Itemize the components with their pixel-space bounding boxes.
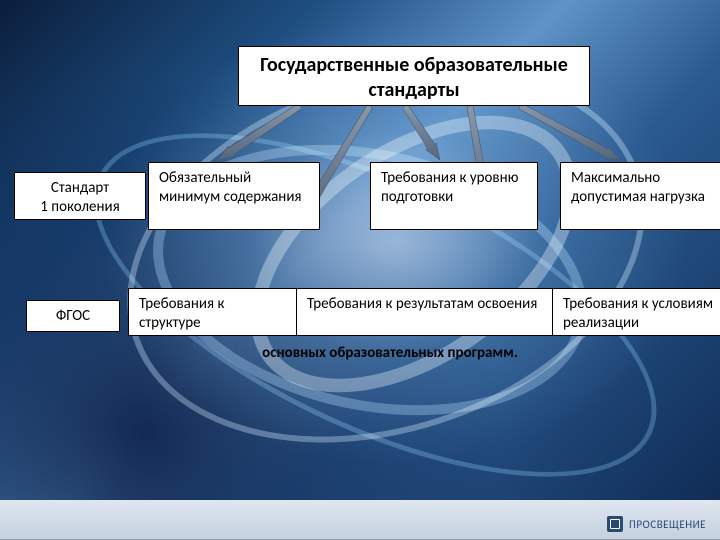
row2-box-0: Требования к структуре: [128, 288, 300, 336]
slide-stage: Государственные образовательные стандарт…: [0, 0, 720, 540]
row1-box-1: Требования к уровню подготовки: [370, 162, 538, 230]
logo-text: ПРОСВЕЩЕНИЕ: [629, 518, 706, 531]
row2-box-1: Требования к результатам освоения: [296, 288, 556, 336]
logo-icon: [607, 516, 623, 532]
row2-box-2: Требования к условиям реализации: [552, 288, 720, 336]
row1-box-2: Максимально допустимая нагрузка: [560, 162, 720, 230]
footer-bar: ПРОСВЕЩЕНИЕ: [0, 500, 720, 540]
row2-label-box: ФГОС: [26, 300, 120, 332]
publisher-logo: ПРОСВЕЩЕНИЕ: [607, 516, 706, 532]
row1-box-0: Обязательный минимум содержания: [148, 162, 320, 230]
row1-label-box: Стандарт1 поколения: [14, 172, 146, 220]
footnote-text: основных образовательных программ.: [210, 344, 570, 362]
title-box: Государственные образовательные стандарт…: [238, 46, 590, 106]
